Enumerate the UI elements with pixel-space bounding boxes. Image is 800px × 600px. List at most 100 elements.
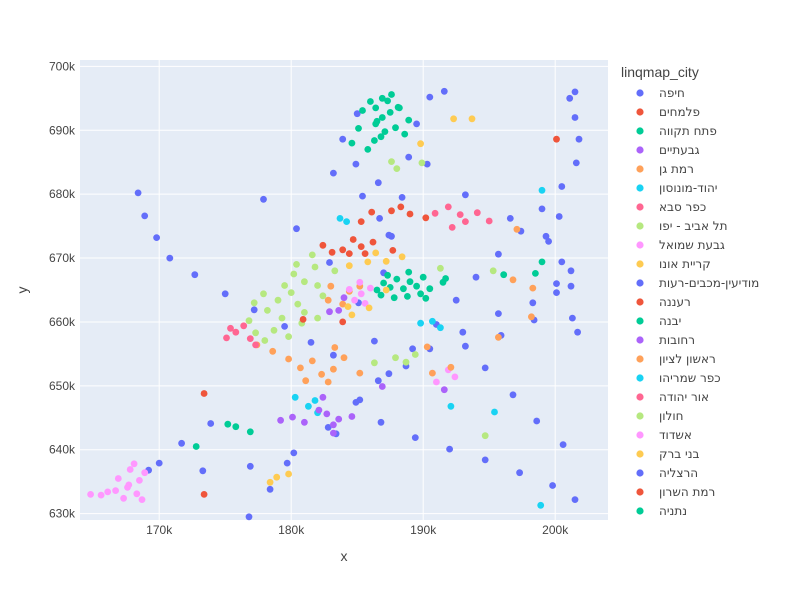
data-point [319,292,327,300]
data-point [437,264,444,272]
legend-item[interactable]: נתניה [636,504,687,518]
data-point [513,225,521,233]
legend-item[interactable]: גבעת שמואל [636,238,725,252]
legend-item[interactable]: תל אביב - יפו [636,219,728,233]
data-point [400,285,407,293]
legend-label: כפר סבא [659,200,706,214]
data-point [227,324,234,332]
legend-marker [636,298,644,306]
legend-item[interactable]: חולון [636,409,683,423]
data-point [419,273,427,281]
legend-item[interactable]: בני ברק [636,447,700,461]
data-point [290,270,298,278]
legend-item[interactable]: יהוד-מונוסון [636,181,718,195]
data-point [378,383,386,390]
data-point [373,286,381,294]
data-point [133,490,141,498]
legend-item[interactable]: קריית אונו [636,257,711,271]
data-point [323,410,331,418]
data-point [348,139,356,147]
data-point [495,333,502,341]
data-point [406,278,414,286]
data-point [345,262,353,270]
data-point [571,496,579,503]
data-point [207,420,215,427]
data-point [344,303,352,310]
data-point [450,115,457,123]
data-point [509,391,517,399]
data-point [372,104,380,112]
data-point [392,354,399,362]
data-point [266,485,274,493]
legend-item[interactable]: פלמחים [636,105,700,119]
data-point [232,423,240,431]
data-point [319,393,327,401]
data-point [301,309,308,316]
legend-item[interactable]: רמת השרון [636,485,715,499]
data-point [401,130,409,138]
legend-label: אשדוד [659,428,692,442]
legend-marker [636,203,644,211]
data-point [364,146,372,153]
data-point [297,364,304,372]
data-point [191,271,199,279]
data-point [112,487,119,494]
legend-marker [636,260,644,268]
data-point [423,160,431,168]
legend-item[interactable]: ראשון לציון [636,352,716,366]
data-point [442,275,449,282]
data-point [326,259,333,266]
legend-label: בני ברק [659,447,700,461]
legend-item[interactable]: כפר שמריהו [636,371,721,385]
data-point [155,459,163,467]
data-point [293,261,300,268]
legend-label: מודיעין-מכבים-רעות [659,276,759,290]
legend-marker [636,108,644,116]
data-point [422,214,430,222]
data-point [374,377,382,385]
data-point [373,117,381,125]
data-point [377,291,385,299]
legend-item[interactable]: גבעתיים [636,143,700,157]
legend-item[interactable]: רמת גן [636,162,694,176]
data-point [411,434,419,441]
data-point [308,251,316,259]
data-point [246,462,254,470]
legend-label: הרצליה [659,466,698,480]
legend[interactable]: חיפה פלמחים פתח תקווה גבעתיים רמת גן יהוד-מונ… [636,86,759,518]
legend-item[interactable]: אור יהודה [636,390,709,404]
legend-label: יבנה [659,314,681,328]
data-point [246,428,254,436]
data-point [377,133,385,141]
data-point [136,477,143,484]
data-point [468,115,476,123]
legend-item[interactable]: חיפה [636,86,685,100]
legend-item[interactable]: רעננה [636,295,691,309]
data-point [376,215,383,222]
legend-item[interactable]: מודיעין-מכבים-רעות [636,276,759,290]
legend-item[interactable]: כפר סבא [636,200,706,214]
legend-item[interactable]: רחובות [636,333,695,347]
legend-item[interactable]: יבנה [636,314,681,328]
data-point [240,322,248,330]
data-point [245,513,253,521]
legend-item[interactable]: אשדוד [636,428,692,442]
data-point [357,290,365,298]
x-tick-label: 190k [410,523,437,537]
legend-label: רחובות [659,333,695,347]
legend-item[interactable]: הרצליה [636,466,698,480]
data-point [405,153,413,161]
data-point [382,257,390,265]
legend-marker [636,374,644,382]
data-point [270,326,278,334]
data-point [485,217,493,225]
y-tick-label: 650k [49,379,76,393]
legend-marker [636,222,644,230]
data-point [178,439,186,447]
data-point [571,88,579,96]
data-point [311,263,319,271]
legend-item[interactable]: פתח תקווה [636,124,717,138]
data-point [386,109,394,116]
data-point [349,236,357,243]
data-point [285,470,292,478]
